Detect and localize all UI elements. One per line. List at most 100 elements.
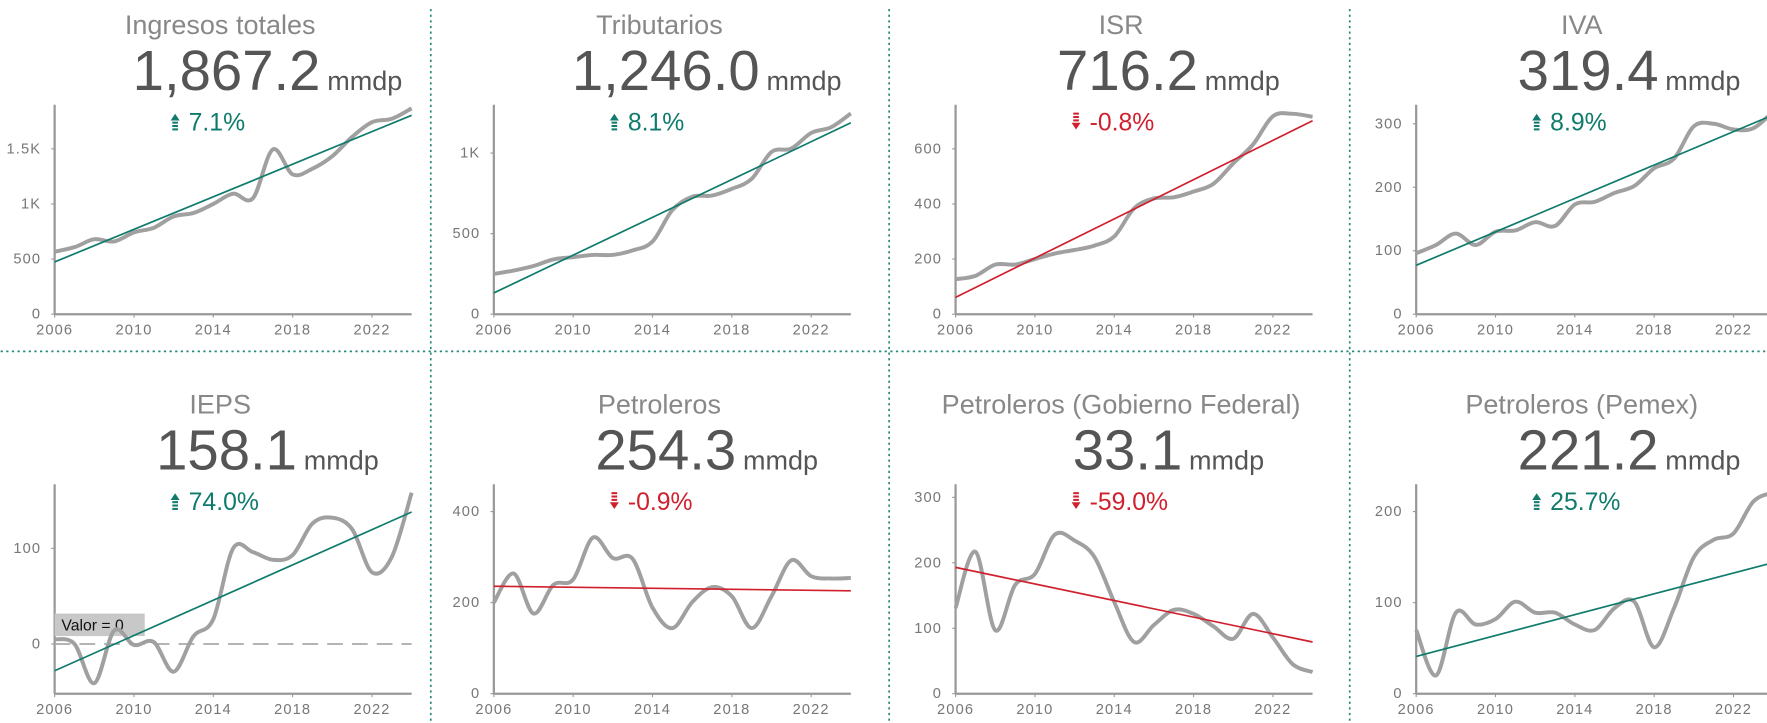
y-tick-label: 0	[32, 307, 41, 323]
x-tick-label: 2018	[1636, 322, 1673, 338]
x-tick-label: 2006	[475, 322, 512, 338]
headline: 716.2 mmdp	[1057, 39, 1280, 102]
headline-value: 33.1	[1073, 419, 1183, 482]
change-label: 74.0%	[189, 489, 259, 516]
change-label: 8.9%	[1550, 110, 1606, 137]
x-tick-label: 2018	[1175, 322, 1212, 338]
y-tick-label: 0	[471, 686, 480, 702]
x-tick-label: 2006	[1398, 702, 1435, 718]
x-tick-label: 2018	[274, 322, 311, 338]
y-tick-label: 200	[453, 595, 481, 611]
arrow-bar	[611, 492, 618, 495]
arrow-bar	[1073, 119, 1079, 122]
arrow-head	[1071, 122, 1081, 130]
trend-line	[1415, 116, 1767, 267]
y-tick-label: 300	[914, 490, 942, 506]
arrow-bar	[611, 498, 618, 501]
headline-value: 254.3	[595, 419, 736, 482]
y-tick-label: 0	[1393, 686, 1402, 702]
headline: 254.3 mmdp	[595, 419, 818, 482]
headline-value: 158.1	[156, 419, 297, 482]
y-tick-label: 1.5K	[7, 141, 42, 157]
trend-line	[1415, 563, 1767, 658]
x-tick-label: 2018	[713, 322, 750, 338]
arrow-bar	[172, 121, 178, 124]
change-arrow	[609, 113, 619, 131]
arrow-bar	[611, 495, 618, 498]
headline-unit: mmdp	[304, 446, 379, 476]
headline-unit: mmdp	[1189, 446, 1264, 476]
y-tick-label: 500	[13, 252, 41, 268]
change-arrow	[170, 493, 180, 510]
y-tick-label: 400	[914, 196, 942, 212]
arrow-bar	[1533, 501, 1540, 504]
headline: 158.1 mmdp	[156, 419, 379, 482]
chart-title: Tributarios	[596, 10, 723, 40]
y-tick-label: 300	[1375, 116, 1403, 132]
series-line	[955, 111, 1313, 282]
x-tick-label: 2014	[1556, 702, 1593, 718]
arrow-head	[1532, 113, 1542, 121]
y-tick-label: 0	[933, 307, 942, 323]
x-tick-label: 2006	[475, 702, 512, 718]
x-tick-label: 2014	[195, 702, 232, 718]
headline-unit: mmdp	[1205, 66, 1280, 96]
change-label: -59.0%	[1090, 489, 1168, 516]
y-tick-label: 200	[1375, 504, 1403, 520]
arrow-bar	[1533, 504, 1540, 507]
arrow-bar	[172, 128, 178, 131]
series-line	[54, 106, 413, 254]
chart-title: Ingresos totales	[125, 10, 316, 40]
x-tick-label: 2010	[1477, 322, 1514, 338]
x-tick-label: 2022	[1715, 702, 1752, 718]
trend-line	[955, 566, 1313, 643]
headline-value: 1,867.2	[133, 39, 321, 102]
headline: 1,867.2 mmdp	[133, 39, 403, 102]
headline: 221.2 mmdp	[1518, 419, 1741, 482]
y-tick-label: 200	[914, 555, 942, 571]
chart-panel: Petroleros (Gobierno Federal)33.1 mmdp -59…	[914, 389, 1314, 718]
trend-line	[54, 114, 412, 263]
change-label: 8.1%	[628, 110, 684, 137]
x-tick-label: 2022	[793, 322, 830, 338]
x-tick-label: 2022	[1254, 702, 1291, 718]
change-arrow	[609, 492, 619, 510]
x-tick-label: 2022	[793, 702, 830, 718]
headline: 319.4 mmdp	[1518, 39, 1741, 102]
series-line	[493, 111, 852, 276]
headline-value: 716.2	[1057, 39, 1198, 102]
y-tick-label: 500	[453, 226, 481, 242]
change-arrow	[1532, 113, 1542, 131]
x-tick-label: 2006	[1398, 322, 1435, 338]
headline-value: 1,246.0	[572, 39, 760, 102]
arrow-head	[170, 493, 180, 501]
chart-title: IEPS	[189, 389, 251, 419]
trend-line	[493, 585, 851, 592]
x-tick-label: 2014	[1096, 702, 1133, 718]
trend-line	[54, 511, 412, 672]
arrow-bar	[172, 125, 178, 128]
y-tick-label: 100	[13, 541, 41, 557]
arrow-bar	[1533, 125, 1540, 128]
y-tick-label: 0	[1393, 307, 1402, 323]
series-line	[1414, 492, 1767, 678]
x-tick-label: 2018	[1636, 702, 1673, 718]
separators	[0, 9, 1767, 723]
x-tick-label: 2010	[555, 702, 592, 718]
headline-unit: mmdp	[1665, 446, 1740, 476]
x-tick-label: 2018	[1175, 702, 1212, 718]
y-tick-label: 0	[933, 686, 942, 702]
x-tick-label: 2022	[1715, 322, 1752, 338]
headline-value: 221.2	[1518, 419, 1659, 482]
y-tick-label: 0	[471, 307, 480, 323]
series-line	[953, 530, 1314, 674]
headline-value: 319.4	[1518, 39, 1659, 102]
x-tick-label: 2014	[195, 322, 232, 338]
y-tick-label: 100	[914, 621, 942, 637]
arrow-bar	[1073, 115, 1079, 119]
y-tick-label: 0	[32, 636, 41, 652]
